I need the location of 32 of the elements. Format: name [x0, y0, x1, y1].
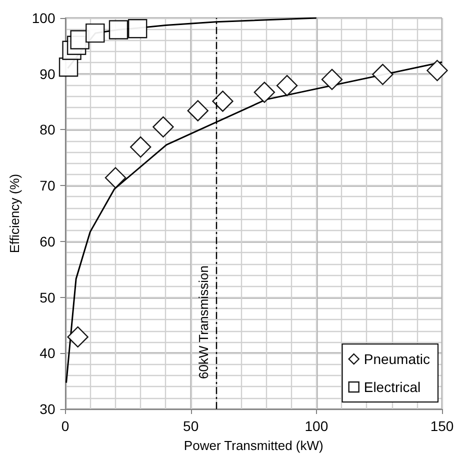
point — [254, 82, 276, 103]
legend-label: Electrical — [364, 379, 421, 395]
y-tick-label: 80 — [40, 122, 56, 138]
x-tick-label: 0 — [61, 418, 70, 434]
point — [426, 60, 448, 82]
x-tick-label: 100 — [304, 418, 328, 434]
x-axis-title: Power Transmitted (kW) — [184, 438, 324, 453]
point — [372, 64, 394, 86]
point — [276, 74, 298, 96]
ref-line-label: 60kW Transmission — [196, 266, 211, 379]
point — [67, 326, 88, 348]
point — [58, 58, 78, 77]
y-tick-label: 100 — [32, 10, 56, 26]
y-tick-label: 40 — [40, 345, 56, 362]
point — [212, 90, 234, 112]
y-axis-title: Efficiency (%) — [7, 174, 22, 254]
point — [321, 68, 343, 90]
legend-label: Pneumatic — [364, 351, 430, 367]
y-tick-label: 50 — [40, 289, 56, 306]
y-tick-label: 60 — [40, 233, 56, 250]
point — [128, 19, 148, 38]
x-tick-label: 50 — [183, 418, 199, 434]
y-tick-label: 70 — [40, 178, 56, 194]
point — [104, 167, 126, 188]
y-tick-label: 90 — [40, 66, 56, 82]
point — [130, 136, 152, 158]
point — [187, 100, 208, 122]
y-tick-label: 30 — [40, 401, 56, 417]
point — [108, 20, 128, 40]
x-tick-label: 150 — [430, 418, 454, 434]
point — [152, 116, 174, 138]
point — [86, 23, 105, 43]
